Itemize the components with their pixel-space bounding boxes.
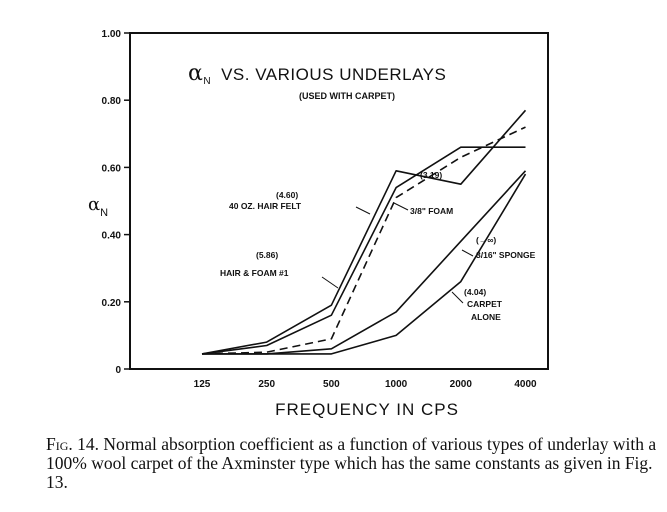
annotation-hair-felt-line-1: (4.60) xyxy=(276,190,298,200)
x-tick-label: 250 xyxy=(258,379,275,390)
plot-frame xyxy=(129,32,549,370)
series-layer xyxy=(201,109,527,355)
figure-caption: Fig. 14. Normal absorption coefficient a… xyxy=(46,435,658,492)
series-line-3-8-foam xyxy=(201,126,526,355)
y-axis-label-symbol: α xyxy=(88,194,100,215)
chart-title-subscript: N xyxy=(203,76,211,87)
series-line-carpet-alone xyxy=(202,173,527,355)
annotation-carpet-alone-line-2: CARPET xyxy=(467,299,503,309)
annotation-hair-felt-leader xyxy=(355,206,371,215)
annotation-hair-felt-line-2: 40 OZ. HAIR FELT xyxy=(229,201,302,211)
chart-subtitle: (USED WITH CARPET) xyxy=(299,91,395,101)
annotation-carpet-alone-line-3: ALONE xyxy=(471,312,501,322)
annotation-sponge: (→∞) 3/16" SPONGE xyxy=(461,235,536,260)
annotation-hair-foam: (5.86) HAIR & FOAM #1 xyxy=(220,250,339,289)
annotation-sponge-line-1: (→∞) xyxy=(476,235,496,245)
annotation-foam-line-2: 3/8" FOAM xyxy=(410,206,453,216)
annotation-sponge-line-2: 3/16" SPONGE xyxy=(476,250,536,260)
x-axis-label: FREQUENCY IN CPS xyxy=(275,400,459,419)
annotation-foam-leader xyxy=(393,202,409,211)
x-tick-label: 1000 xyxy=(385,379,408,390)
y-tick-label: 0.20 xyxy=(102,298,122,309)
annotation-sponge-leader xyxy=(461,249,474,257)
y-axis-label: αN xyxy=(88,194,108,219)
chart-title-text: VS. VARIOUS UNDERLAYS xyxy=(221,65,446,84)
annotation-carpet-alone: (4.04) CARPET ALONE xyxy=(451,287,503,322)
annotation-hair-foam-leader xyxy=(321,276,339,289)
chart-title-symbol: α xyxy=(188,61,203,86)
caption-text: Normal absorption coefficient as a funct… xyxy=(46,434,657,492)
annotation-carpet-alone-line-1: (4.04) xyxy=(464,287,486,297)
x-tick-label: 500 xyxy=(323,379,340,390)
series-line-40-oz-hair-felt xyxy=(201,109,527,355)
annotation-foam-line-1: (3.19) xyxy=(420,170,442,180)
annotation-hair-foam-line-2: HAIR & FOAM #1 xyxy=(220,268,289,278)
annotation-carpet-alone-leader xyxy=(451,291,464,304)
y-axis-ticks: 0 0.20 0.40 0.60 0.80 1.00 xyxy=(102,29,130,376)
y-tick-label: 0.80 xyxy=(102,96,122,107)
annotation-hair-felt: (4.60) 40 OZ. HAIR FELT xyxy=(229,190,371,215)
series-line-3-16-sponge xyxy=(202,170,527,355)
y-axis-label-subscript: N xyxy=(100,207,108,219)
x-axis-ticks: 125 250 500 1000 2000 4000 xyxy=(194,379,537,390)
x-tick-label: 125 xyxy=(194,379,211,390)
chart-title: αN VS. VARIOUS UNDERLAYS xyxy=(188,61,446,87)
y-tick-label: 1.00 xyxy=(102,29,122,40)
annotation-foam: (3.19) 3/8" FOAM xyxy=(393,170,453,216)
y-tick-label: 0.40 xyxy=(102,231,122,242)
y-tick-label: 0.60 xyxy=(102,163,122,174)
x-tick-label: 4000 xyxy=(514,379,537,390)
caption-label: Fig. 14. xyxy=(46,434,100,454)
series-line-hair-foam-1 xyxy=(201,146,526,355)
y-tick-label: 0 xyxy=(115,365,121,376)
annotation-hair-foam-line-1: (5.86) xyxy=(256,250,278,260)
x-tick-label: 2000 xyxy=(450,379,473,390)
